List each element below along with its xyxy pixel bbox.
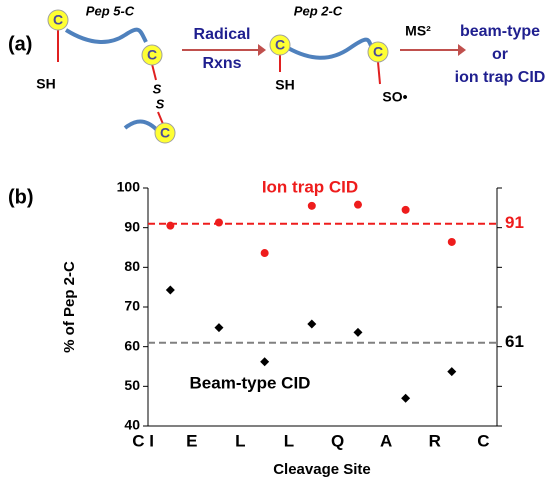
reference-label: 91 [505,213,524,232]
step-label: Rxns [202,55,241,72]
y-tick-label: 50 [124,377,140,393]
schematic: (a) C C C Pep 5-C SH S S Radical Rxns C … [8,3,546,144]
point [260,357,270,367]
arrow-head [458,44,466,56]
outcome: or [492,46,508,63]
point [401,205,410,214]
cysteine [47,9,69,31]
peptide-chain [64,27,148,44]
x-tick-label: R [429,431,441,450]
point [353,327,363,337]
arrow-head [258,44,266,56]
point [214,323,224,333]
group: SO• [382,89,407,105]
step-label: Radical [194,26,251,43]
x-tick-label: C I [132,431,154,450]
atom: S [153,81,162,96]
y-tick-label: 70 [124,298,140,314]
x-tick-label: L [235,431,245,450]
reference-label: 61 [505,332,524,351]
outcome: ion trap CID [455,69,546,86]
point [260,249,269,258]
panel-label: (b) [8,186,34,208]
atom: S [156,96,165,111]
step-label: MS² [405,23,431,39]
y-tick-label: 90 [124,218,140,234]
cysteine [269,34,291,56]
x-tick-label: A [380,431,392,450]
x-tick-label: E [186,431,197,450]
point [401,393,411,403]
bond [377,61,381,85]
point [165,285,175,295]
panel-label: (a) [8,33,32,55]
group: SH [275,77,294,93]
x-tick-label: L [284,431,294,450]
bond [157,111,164,125]
point [353,200,362,209]
x-axis-label: Cleavage Site [273,461,371,478]
cysteine [367,41,389,63]
peptide-chain [287,37,374,60]
y-tick-label: 40 [124,417,140,433]
cysteine [141,44,163,66]
point [447,367,457,377]
series-label: Beam-type CID [190,373,311,392]
point [307,201,316,210]
group: SH [36,76,55,92]
point [307,319,317,329]
peptide-name: Pep 5-C [86,3,135,18]
y-tick-label: 80 [124,258,140,274]
outcome: beam-type [460,23,540,40]
y-axis-label: % of Pep 2-C [61,261,78,353]
point [166,221,175,230]
y-tick-label: 60 [124,337,140,353]
cysteine [154,122,176,144]
x-tick-label: Q [331,431,344,450]
peptide-name: Pep 2-C [294,3,343,18]
peptide-chain [123,119,159,132]
point [214,218,223,227]
series-label: Ion trap CID [262,177,358,196]
residue: C [373,44,383,60]
residue: C [160,125,170,141]
x-tick-label: C [477,431,489,450]
y-tick-label: 100 [117,179,141,195]
residue: C [53,12,63,28]
residue: C [275,37,285,53]
bond [151,63,157,81]
residue: C [147,47,157,63]
point [447,237,456,246]
